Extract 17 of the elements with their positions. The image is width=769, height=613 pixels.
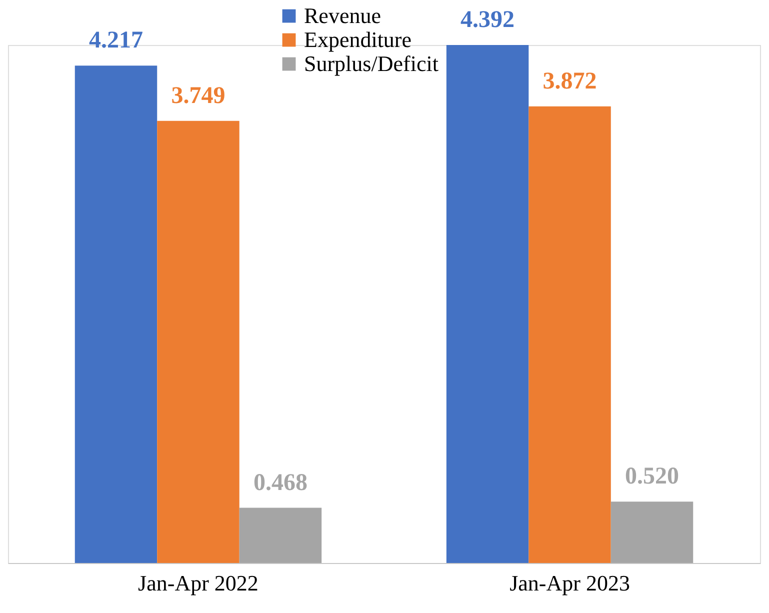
data-label: 3.749 (171, 82, 226, 109)
legend-label: Expenditure (304, 27, 412, 52)
bar (446, 45, 529, 563)
data-label: 3.872 (542, 68, 597, 94)
bar (610, 502, 694, 563)
data-label: 0.520 (625, 464, 680, 490)
bar (74, 66, 158, 563)
legend-label: Revenue (304, 3, 381, 28)
data-label: 4.217 (88, 28, 143, 54)
x-tick-label: Jan-Apr 2022 (138, 570, 258, 596)
x-tick-label: Jan-Apr 2023 (510, 570, 630, 596)
data-label: 4.392 (460, 7, 515, 33)
legend-label: Surplus/Deficit (304, 51, 438, 76)
bar (528, 106, 611, 563)
bar (157, 120, 240, 563)
bar (239, 508, 322, 563)
data-label: 0.468 (253, 470, 308, 496)
